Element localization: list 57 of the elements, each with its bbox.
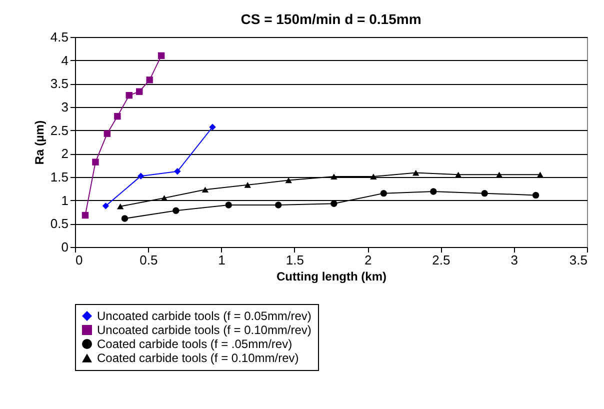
- point: [160, 195, 168, 201]
- y-tick-label: 4: [61, 52, 68, 68]
- point: [330, 200, 338, 207]
- point: [172, 207, 180, 214]
- x-tick-label: 3: [510, 252, 518, 268]
- y-tick-label: 4.5: [50, 30, 68, 44]
- point: [454, 172, 462, 178]
- point: [380, 190, 388, 197]
- point: [209, 124, 216, 130]
- point: [121, 215, 128, 222]
- x-tick-label: 1.5: [286, 252, 304, 268]
- point: [116, 203, 124, 210]
- y-tick-label: 2: [61, 146, 68, 162]
- point: [136, 88, 143, 95]
- legend-label: Coated carbide tools (f = .05mm/rev): [97, 337, 292, 351]
- x-tick-label: 0.5: [140, 252, 158, 268]
- point: [202, 186, 209, 193]
- point: [102, 202, 110, 210]
- y-axis-title: Ra (µm): [32, 120, 46, 165]
- x-tick-label: 1: [218, 252, 226, 268]
- legend-label: Uncoated carbide tools (f = 0.10mm/rev): [97, 323, 312, 337]
- point: [330, 174, 338, 180]
- legend-label: Coated carbide tools (f = 0.10mm/rev): [97, 351, 299, 365]
- y-tick-label: 2.5: [50, 122, 68, 138]
- point: [244, 182, 251, 188]
- x-axis-title: Cutting length (km): [276, 270, 386, 284]
- point: [430, 188, 437, 195]
- point: [104, 130, 111, 137]
- point: [92, 158, 99, 166]
- y-tick-label: 3.5: [50, 76, 68, 92]
- point: [285, 177, 292, 184]
- point: [114, 112, 121, 120]
- point: [496, 172, 503, 178]
- x-tick-label: 2: [364, 252, 372, 268]
- point: [146, 76, 153, 84]
- y-tick-label: 1: [61, 192, 68, 208]
- x-tick-label: 3.5: [569, 252, 588, 268]
- point: [481, 190, 488, 197]
- point: [274, 202, 282, 208]
- y-tick-label: 1.5: [50, 170, 68, 184]
- point: [412, 170, 420, 176]
- point: [532, 192, 540, 199]
- point: [536, 172, 544, 178]
- point: [370, 174, 377, 180]
- point: [225, 202, 232, 208]
- legend-label: Uncoated carbide tools (f = 0.05mm/rev): [97, 309, 312, 323]
- point: [126, 92, 132, 99]
- y-tick-label: 0.5: [50, 216, 68, 232]
- x-tick-label: 2.5: [432, 252, 450, 268]
- point: [137, 172, 144, 180]
- y-tick-label: 0: [61, 240, 68, 254]
- y-tick-label: 3: [61, 100, 68, 114]
- point: [174, 168, 181, 175]
- chart-title: CS = 150m/min d = 0.15mm: [240, 11, 422, 27]
- point: [82, 212, 89, 219]
- x-tick-label: 0: [76, 252, 83, 268]
- point: [158, 52, 165, 60]
